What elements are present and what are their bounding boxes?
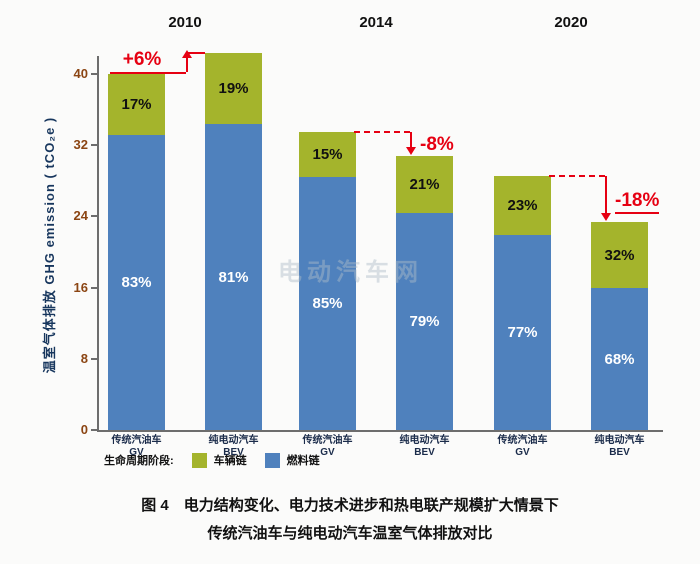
fuel-chain-pct-label: 85%	[312, 294, 343, 312]
delta-dash-line-2020	[549, 175, 605, 178]
x-label-line1: 传统汽油车	[111, 435, 162, 446]
bar-2014-bev-fuel-chain-segment: 79%	[396, 213, 453, 430]
year-label-2014: 2014	[359, 14, 393, 31]
y-tick-label-0: 0	[80, 422, 88, 437]
delta-label-2010: +6%	[122, 49, 162, 70]
bar-2020-bev-vehicle-chain-segment: 32%	[591, 221, 648, 289]
vehicle-chain-pct-label: 15%	[312, 145, 343, 163]
y-tick-label-32: 32	[73, 137, 88, 153]
caption-line-2: 传统汽油车与纯电动汽车温室气体排放对比	[207, 525, 493, 542]
x-label-line1: 纯电动汽车	[594, 435, 645, 446]
x-label-2010-bev: 纯电动汽车 BEV	[186, 435, 282, 459]
x-label-line2: BEV	[223, 447, 244, 458]
x-label-2010-gv: 传统汽油车 GV	[89, 435, 185, 459]
year-label-2010: 2010	[168, 14, 202, 31]
bar-2020-gv-vehicle-chain-segment: 23%	[494, 176, 551, 235]
bar-2014-bev-vehicle-chain-segment: 21%	[396, 155, 453, 214]
x-axis-line	[97, 430, 663, 432]
y-tick-mark-16	[91, 286, 97, 289]
caption-line-1: 图 4 电力结构变化、电力技术进步和热电联产规模扩大情景下	[141, 497, 559, 514]
bar-2010-bev-vehicle-chain-segment: 19%	[205, 52, 262, 125]
delta-topline-2010	[186, 51, 205, 54]
delta-label-2014: -8%	[420, 133, 454, 155]
x-label-2020-gv: 传统汽油车 GV	[475, 435, 571, 459]
y-tick-mark-0	[91, 429, 97, 431]
legend-item-label: 燃料链	[286, 455, 320, 467]
vehicle-chain-pct-label: 32%	[604, 246, 635, 264]
delta-underline-2010	[110, 72, 186, 74]
bar-2010-gv-vehicle-chain-segment: 17%	[108, 74, 165, 135]
bar-2020-bev-fuel-chain-segment: 68%	[591, 288, 648, 430]
delta-arrow-line-2014	[410, 131, 412, 148]
y-tick-mark-8	[91, 357, 97, 360]
legend-item-vehicle-chain: 车辆链	[191, 452, 247, 468]
legend-item-fuel-chain: 燃料链	[264, 452, 320, 468]
x-label-line2: BEV	[609, 447, 630, 458]
y-tick-label-16: 16	[73, 279, 88, 295]
x-label-line2: GV	[320, 447, 335, 458]
y-tick-label-24: 24	[73, 208, 88, 224]
x-label-2014-bev: 纯电动汽车 BEV	[377, 435, 473, 459]
delta-arrow-up-2010	[182, 49, 192, 58]
x-label-line2: GV	[515, 447, 530, 458]
delta-arrow-line-2020	[605, 176, 607, 214]
y-tick-mark-32	[91, 144, 97, 147]
bar-2014-gv-vehicle-chain-segment: 15%	[299, 131, 356, 177]
y-tick-mark-24	[91, 215, 97, 218]
y-axis-line	[97, 56, 99, 431]
bar-2010-gv-fuel-chain-segment: 83%	[108, 134, 165, 430]
vehicle-chain-pct-label: 23%	[507, 197, 538, 214]
delta-arrow-line-2010	[186, 56, 188, 72]
vehicle-chain-swatch	[191, 452, 207, 468]
y-axis-title: 温室气体排放 GHG emission ( tCO₂e )	[42, 116, 57, 374]
fuel-chain-pct-label: 81%	[218, 268, 249, 286]
fuel-chain-swatch	[264, 452, 280, 468]
legend: 生命周期阶段: 车辆链 燃料链	[104, 452, 320, 468]
x-label-line1: 纯电动汽车	[208, 435, 259, 446]
x-label-line1: 纯电动汽车	[399, 435, 450, 446]
bar-2020-gv-fuel-chain-segment: 77%	[494, 234, 551, 430]
delta-arrow-down-2014	[406, 146, 416, 155]
x-label-line1: 传统汽油车	[497, 435, 548, 446]
delta-dash-line-2014	[354, 130, 410, 133]
x-label-line1: 传统汽油车	[302, 435, 353, 446]
y-tick-label-8: 8	[80, 350, 88, 366]
year-label-2020: 2020	[554, 14, 588, 31]
vehicle-chain-pct-label: 21%	[409, 176, 440, 194]
fuel-chain-pct-label: 79%	[409, 313, 440, 331]
x-label-2020-bev: 纯电动汽车 BEV	[572, 435, 668, 459]
legend-item-label: 车辆链	[213, 455, 247, 467]
fuel-chain-pct-label: 77%	[507, 323, 538, 341]
fuel-chain-pct-label: 68%	[604, 350, 635, 368]
y-tick-mark-40	[91, 73, 97, 75]
x-label-2014-gv: 传统汽油车 GV	[280, 435, 376, 459]
delta-arrow-down-2020	[601, 212, 611, 221]
delta-label-2020: -18%	[615, 190, 660, 215]
x-label-line2: BEV	[414, 447, 435, 458]
y-tick-label-40: 40	[73, 66, 88, 81]
x-label-line2: GV	[129, 447, 144, 458]
fuel-chain-pct-label: 83%	[121, 273, 152, 291]
vehicle-chain-pct-label: 19%	[218, 79, 249, 97]
legend-title: 生命周期阶段:	[104, 455, 174, 467]
vehicle-chain-pct-label: 17%	[121, 95, 152, 113]
bar-2010-bev-fuel-chain-segment: 81%	[205, 124, 262, 430]
bar-2014-gv-fuel-chain-segment: 85%	[299, 176, 356, 430]
figure-caption: 图 4 电力结构变化、电力技术进步和热电联产规模扩大情景下 传统汽油车与纯电动汽…	[0, 492, 700, 548]
